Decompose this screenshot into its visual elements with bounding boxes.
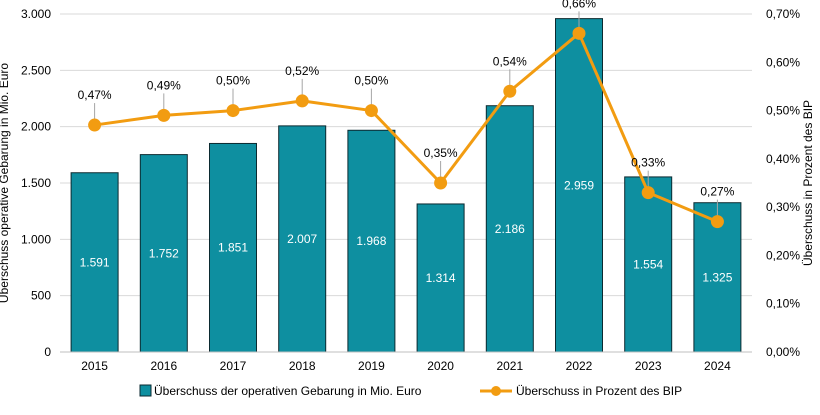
bar-value-label: 2.959: [564, 178, 594, 192]
line-point: [364, 104, 378, 118]
line-value-label: 0,50%: [354, 74, 388, 88]
legend: Überschuss der operativen Gebarung in Mi…: [139, 384, 682, 398]
x-tick-label: 2024: [704, 359, 731, 373]
y-right-tick-label: 0,30%: [766, 200, 800, 214]
line-value-label: 0,33%: [631, 156, 665, 170]
bar: [139, 154, 188, 353]
bar: [278, 125, 327, 353]
y-right-tick-label: 0,60%: [766, 55, 800, 69]
line-point: [295, 94, 309, 108]
bar: [209, 142, 257, 353]
bar-value-label: 2.186: [495, 222, 525, 236]
y-left-axis-title: Überschuss operative Gebarung in Mio. Eu…: [0, 63, 11, 303]
y-right-tick-label: 0,70%: [766, 7, 800, 21]
legend-bar-label: Überschuss der operativen Gebarung in Mi…: [154, 384, 422, 398]
y-left-tick-label: 500: [31, 289, 51, 303]
line-point: [710, 215, 724, 229]
line-value-label: 0,47%: [78, 88, 112, 102]
y-right-tick-label: 0,20%: [766, 248, 800, 262]
x-tick-label: 2022: [566, 359, 593, 373]
y-left-tick-label: 2.500: [21, 63, 51, 77]
x-tick-label: 2019: [358, 359, 385, 373]
line-value-label: 0,54%: [493, 54, 527, 68]
line-value-label: 0,66%: [562, 0, 596, 10]
y-right-tick-label: 0,40%: [766, 152, 800, 166]
x-tick-label: 2018: [289, 359, 316, 373]
line-value-label: 0,52%: [285, 64, 319, 78]
bar-value-label: 1.968: [356, 234, 386, 248]
line-value-label: 0,35%: [424, 146, 458, 160]
x-tick-label: 2015: [81, 359, 108, 373]
y-left-tick-label: 0: [44, 345, 51, 359]
line-point: [641, 186, 655, 200]
line-value-label: 0,27%: [700, 185, 734, 199]
y-right-tick-label: 0,10%: [766, 297, 800, 311]
bar-value-label: 2.007: [287, 232, 317, 246]
legend-bar-swatch: [139, 384, 152, 397]
bar-value-label: 1.591: [80, 255, 110, 269]
x-tick-label: 2016: [150, 359, 177, 373]
line-value-label: 0,50%: [216, 74, 250, 88]
line-point: [503, 84, 517, 98]
x-tick-label: 2020: [427, 359, 454, 373]
bar: [555, 18, 603, 353]
bar-value-label: 1.325: [702, 270, 732, 284]
y-left-tick-label: 3.000: [21, 7, 51, 21]
bar: [485, 105, 534, 353]
bar-value-label: 1.314: [426, 271, 456, 285]
y-left-tick-label: 2.000: [21, 120, 51, 134]
line-point: [226, 104, 240, 118]
line-point: [88, 118, 102, 132]
y-left-tick-label: 1.500: [21, 176, 51, 190]
bar-value-label: 1.851: [218, 241, 248, 255]
line-point: [434, 176, 448, 190]
legend-line-label: Überschuss in Prozent des BIP: [516, 384, 682, 398]
x-tick-label: 2017: [220, 359, 247, 373]
y-right-tick-label: 0,00%: [766, 345, 800, 359]
x-tick-label: 2023: [635, 359, 662, 373]
bar-value-label: 1.554: [633, 257, 663, 271]
line-point: [157, 108, 171, 122]
bar: [347, 129, 396, 353]
line-value-label: 0,49%: [147, 78, 181, 92]
line-series: [94, 31, 718, 224]
y-right-axis-title: Überschuss in Prozent des BIP: [801, 100, 815, 266]
bar: [416, 203, 465, 353]
y-left-tick-label: 1.000: [21, 232, 51, 246]
line-point: [572, 26, 586, 40]
y-right-tick-label: 0,50%: [766, 104, 800, 118]
bar-value-label: 1.752: [149, 246, 179, 260]
legend-line-marker: [491, 386, 501, 396]
x-tick-label: 2021: [496, 359, 523, 373]
